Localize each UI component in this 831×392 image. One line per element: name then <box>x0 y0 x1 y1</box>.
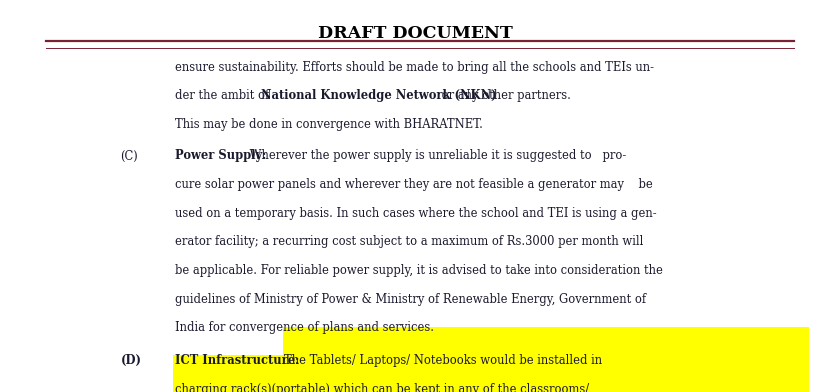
Text: (C): (C) <box>120 149 138 162</box>
Text: charging rack(s)(portable) which can be kept in any of the classrooms/: charging rack(s)(portable) which can be … <box>175 383 588 392</box>
Text: ICT Infrastructure:: ICT Infrastructure: <box>175 354 299 367</box>
Text: India for convergence of plans and services.: India for convergence of plans and servi… <box>175 321 434 334</box>
Text: DRAFT DOCUMENT: DRAFT DOCUMENT <box>318 25 513 42</box>
Text: ensure sustainability. Efforts should be made to bring all the schools and TEIs : ensure sustainability. Efforts should be… <box>175 61 653 74</box>
Text: Power Supply:: Power Supply: <box>175 149 266 162</box>
Text: cure solar power panels and wherever they are not feasible a generator may    be: cure solar power panels and wherever the… <box>175 178 652 191</box>
Text: be applicable. For reliable power supply, it is advised to take into considerati: be applicable. For reliable power supply… <box>175 264 662 277</box>
Text: The Tablets/ Laptops/ Notebooks would be installed in: The Tablets/ Laptops/ Notebooks would be… <box>284 354 602 367</box>
Text: der the ambit of: der the ambit of <box>175 89 273 102</box>
Text: National Knowledge Network (NKN): National Knowledge Network (NKN) <box>262 89 497 102</box>
Text: This may be done in convergence with BHARATNET.: This may be done in convergence with BHA… <box>175 118 482 131</box>
Text: used on a temporary basis. In such cases where the school and TEI is using a gen: used on a temporary basis. In such cases… <box>175 207 656 220</box>
Text: erator facility; a recurring cost subject to a maximum of Rs.3000 per month will: erator facility; a recurring cost subjec… <box>175 235 643 248</box>
Text: (D): (D) <box>120 354 141 367</box>
Text: Wherever the power supply is unreliable it is suggested to   pro-: Wherever the power supply is unreliable … <box>246 149 627 162</box>
Text: guidelines of Ministry of Power & Ministry of Renewable Energy, Government of: guidelines of Ministry of Power & Minist… <box>175 292 646 305</box>
Text: or any other partners.: or any other partners. <box>438 89 571 102</box>
